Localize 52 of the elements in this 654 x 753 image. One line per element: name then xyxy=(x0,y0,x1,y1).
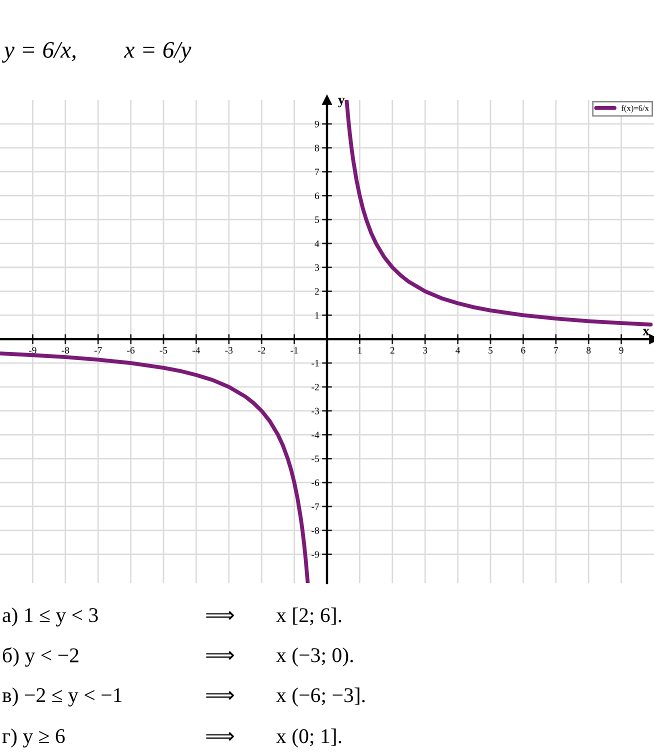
legend-label: f(x)=6/x xyxy=(621,105,649,113)
x-tick-label: -1 xyxy=(290,347,298,354)
y-tick-label: -8 xyxy=(312,527,319,534)
text: в) −2 ≤ y < −1 xyxy=(2,688,122,706)
x-tick-label: 8 xyxy=(586,347,591,354)
text: б) y < −2 xyxy=(2,647,78,667)
x-tick-label: 6 xyxy=(521,347,526,354)
y-tick-label: 4 xyxy=(314,240,320,247)
chart-title: y = 6/x, x = 6/y xyxy=(2,42,192,63)
x-tick-label: -2 xyxy=(258,347,266,354)
x-axis-title: x xyxy=(642,328,650,336)
x-tick-label: 5 xyxy=(488,347,493,354)
y-tick-label: -3 xyxy=(312,408,319,414)
y-axis-title: y xyxy=(338,98,345,108)
text: x (−6; −3]. xyxy=(276,688,365,706)
x-tick-label: -4 xyxy=(192,347,200,354)
x-tick-label: -6 xyxy=(127,347,135,354)
x-tick-label: -9 xyxy=(29,347,36,354)
text: г) y ≥ 6 xyxy=(2,728,65,748)
text: ⟹ xyxy=(206,651,234,660)
y-tick-label: -2 xyxy=(312,384,319,390)
x-tick-label: -3 xyxy=(225,347,233,354)
x-tick-label: 4 xyxy=(456,347,460,354)
y-tick-label: 6 xyxy=(314,192,320,200)
text: x [2; 6]. xyxy=(276,608,342,626)
text: ⟹ xyxy=(206,732,234,741)
text: ⟹ xyxy=(206,691,234,700)
y-tick-label: 3 xyxy=(314,264,319,271)
y-tick-label: 5 xyxy=(315,216,319,224)
x-tick-label: 1 xyxy=(358,347,362,354)
y-tick-label: -6 xyxy=(312,480,320,486)
y-tick-label: -5 xyxy=(312,456,319,462)
x-tick-label: 7 xyxy=(554,347,558,354)
text: а) 1 ≤ y < 3 xyxy=(2,608,98,626)
y-tick-label: -7 xyxy=(312,503,320,510)
x-tick-label: -5 xyxy=(160,347,168,354)
y-tick-label: -4 xyxy=(312,432,320,438)
x-tick-label: 3 xyxy=(423,347,428,354)
y-tick-label: 8 xyxy=(314,144,319,152)
x-tick-label: 2 xyxy=(390,347,394,354)
x-tick-label: -7 xyxy=(94,347,102,354)
y-tick-label: 9 xyxy=(314,120,319,128)
x-tick-label: 9 xyxy=(619,347,624,354)
text: x (−3; 0). xyxy=(276,648,353,666)
y-tick-label: 2 xyxy=(314,288,319,295)
y-tick-label: -9 xyxy=(312,551,319,558)
y-tick-label: 7 xyxy=(315,168,320,176)
y-tick-label: -1 xyxy=(312,360,319,366)
text: x (0; 1]. xyxy=(276,728,342,748)
text: ⟹ xyxy=(206,611,234,620)
y-tick-label: 1 xyxy=(315,312,319,319)
x-tick-label: -8 xyxy=(62,347,70,354)
